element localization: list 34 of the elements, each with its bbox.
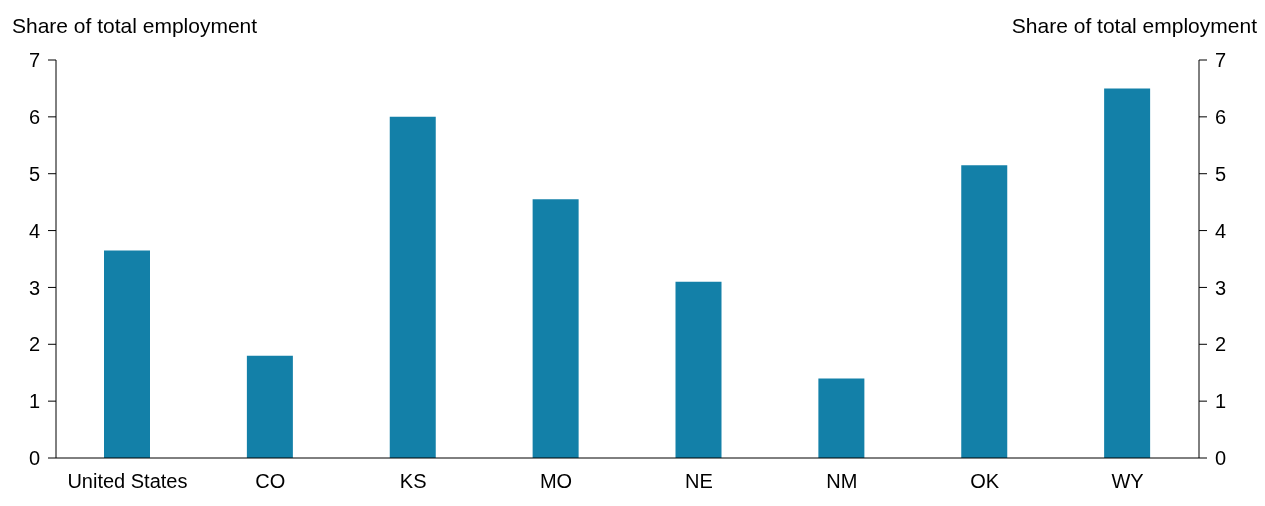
x-tick-label: CO <box>255 470 286 493</box>
x-tick-label: KS <box>399 470 427 493</box>
bar <box>1104 88 1151 458</box>
y2-tick-label: 7 <box>1215 49 1227 72</box>
y-tick-label: 4 <box>28 219 40 242</box>
y-axis-title: Share of total employment <box>12 14 258 38</box>
y-tick-label: 7 <box>28 49 40 72</box>
x-tick-label: United States <box>67 470 188 493</box>
y-tick-label: 1 <box>28 390 40 413</box>
bar <box>246 355 293 458</box>
y-tick-label: 3 <box>28 276 40 299</box>
x-tick-label: OK <box>970 470 1000 493</box>
y-tick-label: 2 <box>28 333 40 356</box>
bar <box>675 281 722 458</box>
y2-axis-title: Share of total employment <box>1011 14 1257 38</box>
x-tick-label: MO <box>539 470 573 493</box>
bar <box>389 116 436 458</box>
y2-tick-label: 6 <box>1215 105 1227 128</box>
y2-tick-label: 2 <box>1215 333 1227 356</box>
y-tick-label: 6 <box>28 105 40 128</box>
y2-tick-label: 1 <box>1215 390 1227 413</box>
y2-tick-label: 4 <box>1215 219 1227 242</box>
bar <box>818 378 865 458</box>
bar <box>104 250 150 458</box>
y2-tick-label: 5 <box>1215 162 1227 185</box>
y2-tick-label: 3 <box>1215 276 1227 299</box>
y-tick-label: 5 <box>28 162 40 185</box>
x-tick-label: WY <box>1111 470 1144 493</box>
y-tick-label: 0 <box>28 447 40 470</box>
bar <box>532 199 579 458</box>
bar <box>961 165 1008 458</box>
x-tick-label: NE <box>685 470 713 493</box>
y2-tick-label: 0 <box>1215 447 1227 470</box>
x-tick-label: NM <box>826 470 858 493</box>
